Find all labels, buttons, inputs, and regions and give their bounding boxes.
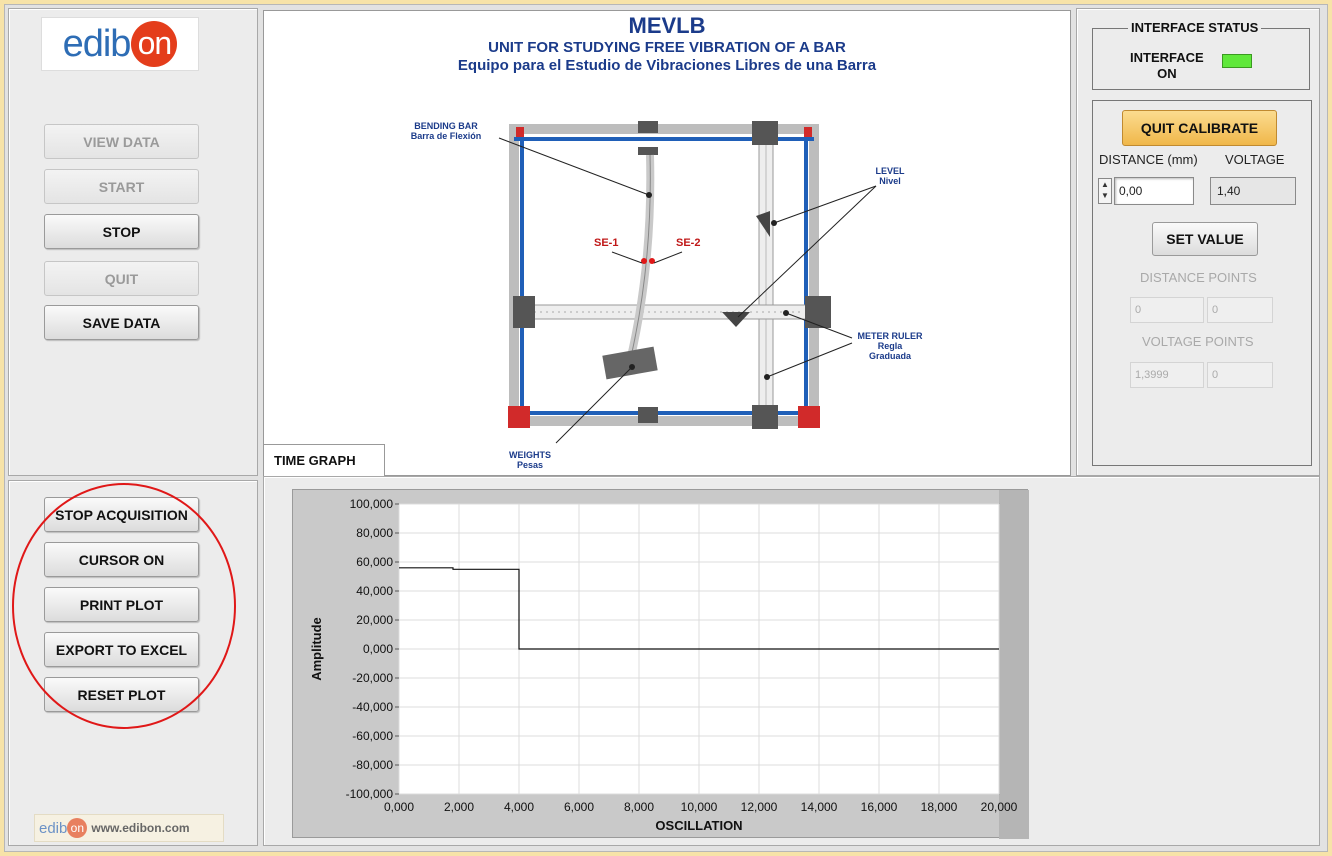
label-se2: SE-2 — [676, 237, 701, 249]
save-data-button[interactable]: SAVE DATA — [44, 305, 199, 340]
unit-title: MEVLB — [628, 13, 706, 38]
voltage-points-label: VOLTAGE POINTS — [1142, 334, 1254, 349]
y-axis-label: Amplitude — [309, 617, 324, 681]
quit-button[interactable]: QUIT — [44, 261, 199, 296]
bar-apparatus-drawing — [498, 121, 877, 444]
x-axis-label: OSCILLATION — [655, 818, 742, 833]
export-to-excel-button[interactable]: EXPORT TO EXCEL — [44, 632, 199, 667]
distance-stepper[interactable]: ▲ ▼ — [1098, 178, 1112, 204]
reset-plot-button[interactable]: RESET PLOT — [44, 677, 199, 712]
time-graph-chart: 100,000 80,000 60,000 40,000 20,000 0,000 -20,… — [292, 489, 1029, 839]
interface-label: INTERFACE ON — [1130, 50, 1204, 81]
y-tick-label: -20,000 — [352, 671, 393, 685]
label-bending-bar: BENDING BAR Barra de Flexión — [410, 121, 482, 141]
stop-button[interactable]: STOP — [44, 214, 199, 249]
distance-label: DISTANCE (mm) — [1099, 152, 1198, 167]
amplitude-series-line — [399, 567, 999, 650]
print-plot-button[interactable]: PRINT PLOT — [44, 587, 199, 622]
tab-time-graph[interactable]: TIME GRAPH — [263, 444, 385, 477]
x-tick-label: 4,000 — [504, 800, 534, 814]
y-tick-label: -60,000 — [352, 729, 393, 743]
y-tick-label: -40,000 — [352, 700, 393, 714]
start-button[interactable]: START — [44, 169, 199, 204]
x-tick-label: 10,000 — [681, 800, 718, 814]
x-tick-label: 2,000 — [444, 800, 474, 814]
x-tick-label: 20,000 — [981, 800, 1018, 814]
interface-status-title: INTERFACE STATUS — [1128, 20, 1262, 35]
voltage-point-2: 0 — [1207, 362, 1273, 388]
y-tick-label: 20,000 — [356, 613, 393, 627]
label-weights: WEIGHTS Pesas — [509, 450, 551, 470]
stop-acquisition-button[interactable]: STOP ACQUISITION — [44, 497, 199, 532]
footer-logo: edib on www.edibon.com — [34, 814, 224, 842]
time-graph-svg: 100,000 80,000 60,000 40,000 20,000 0,000 -20,… — [309, 490, 1029, 839]
distance-point-1: 0 — [1130, 297, 1204, 323]
view-data-button[interactable]: VIEW DATA — [44, 124, 199, 159]
voltage-point-1: 1,3999 — [1130, 362, 1204, 388]
edibon-logo: edib on — [41, 17, 199, 71]
distance-point-2: 0 — [1207, 297, 1273, 323]
y-tick-label: 0,000 — [363, 642, 393, 656]
calibration-group — [1092, 100, 1312, 466]
quit-calibrate-button[interactable]: QUIT CALIBRATE — [1122, 110, 1277, 146]
y-tick-label: 80,000 — [356, 526, 393, 540]
x-tick-label: 0,000 — [384, 800, 414, 814]
label-meter-ruler: METER RULER Regla Graduada — [857, 331, 923, 361]
y-tick-label: -100,000 — [346, 787, 394, 801]
y-tick-label: 40,000 — [356, 584, 393, 598]
x-tick-label: 16,000 — [861, 800, 898, 814]
label-level: LEVEL Nivel — [875, 166, 905, 186]
voltage-indicator: 1,40 — [1210, 177, 1296, 205]
y-tick-label: 100,000 — [350, 497, 394, 511]
unit-subtitle-es: Equipo para el Estudio de Vibraciones Li… — [457, 57, 877, 74]
x-tick-label: 18,000 — [921, 800, 958, 814]
distance-input[interactable]: 0,00 — [1114, 177, 1194, 205]
x-tick-label: 6,000 — [564, 800, 594, 814]
x-tick-label: 14,000 — [801, 800, 838, 814]
website-url: www.edibon.com — [91, 821, 190, 835]
diagram-panel: MEVLB UNIT FOR STUDYING FREE VIBRATION O… — [263, 10, 1071, 476]
y-tick-label: -80,000 — [352, 758, 393, 772]
cursor-on-button[interactable]: CURSOR ON — [44, 542, 199, 577]
unit-subtitle-en: UNIT FOR STUDYING FREE VIBRATION OF A BA… — [488, 39, 846, 56]
y-tick-label: 60,000 — [356, 555, 393, 569]
x-tick-label: 12,000 — [741, 800, 778, 814]
label-se1: SE-1 — [594, 237, 619, 249]
set-value-button[interactable]: SET VALUE — [1152, 222, 1258, 256]
distance-points-label: DISTANCE POINTS — [1140, 270, 1257, 285]
interface-led — [1222, 54, 1252, 68]
x-tick-label: 8,000 — [624, 800, 654, 814]
voltage-label: VOLTAGE — [1225, 152, 1285, 167]
